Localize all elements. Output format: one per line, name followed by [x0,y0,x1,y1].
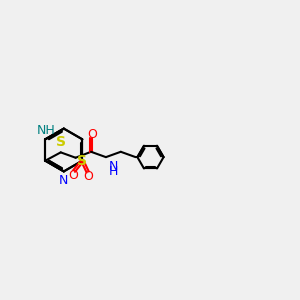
Text: O: O [88,128,98,141]
Text: NH: NH [37,124,55,137]
Text: O: O [68,169,78,182]
Text: H: H [108,165,118,178]
Text: S: S [56,135,66,149]
Text: S: S [77,154,87,168]
Text: N: N [59,174,68,188]
Text: O: O [83,170,93,183]
Text: N: N [108,160,118,173]
